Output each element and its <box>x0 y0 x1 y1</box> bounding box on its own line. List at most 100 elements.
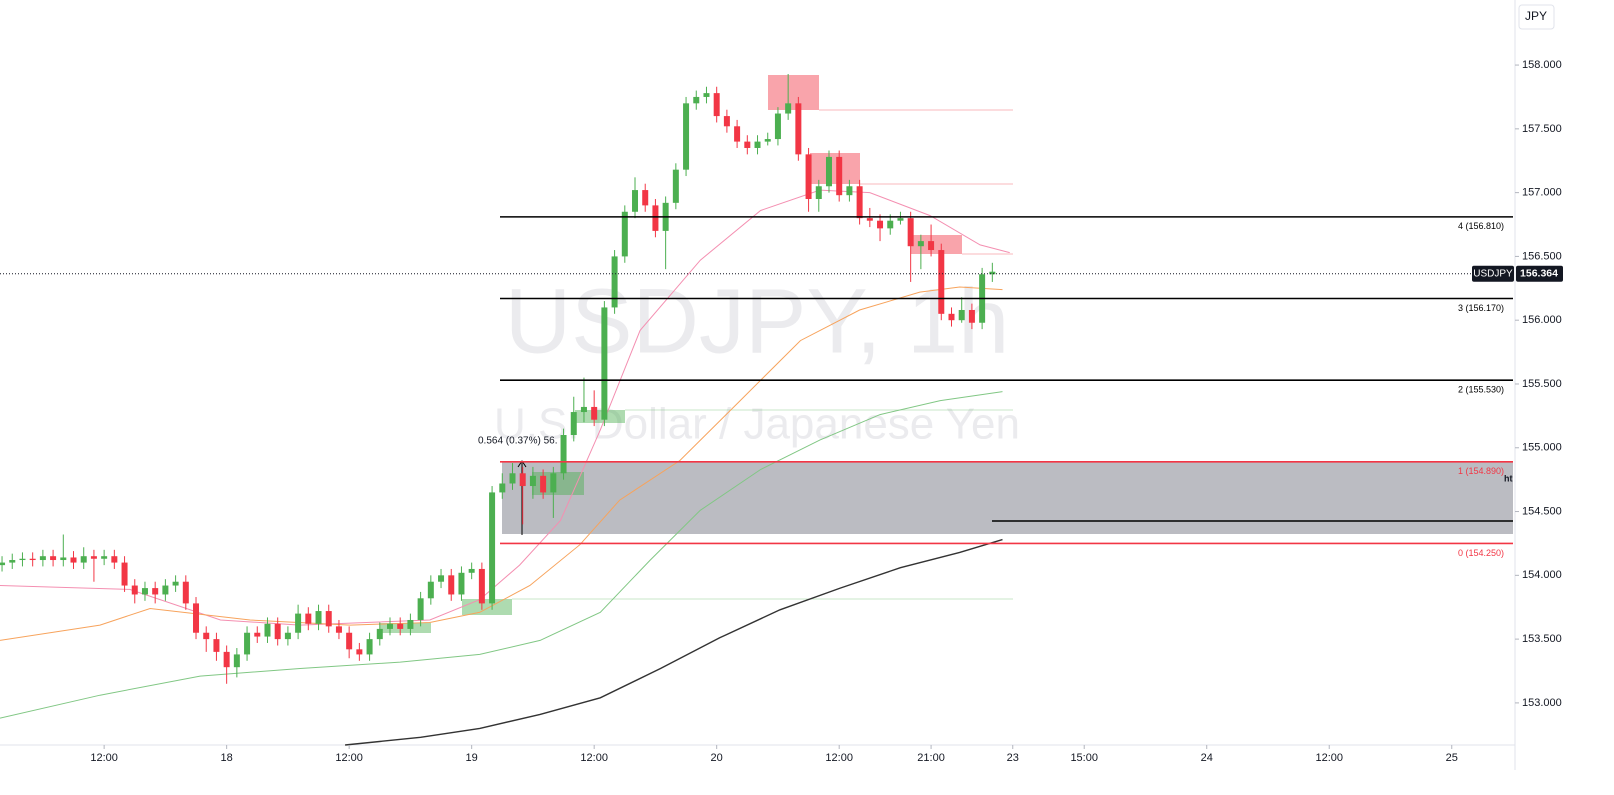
candle-body <box>805 154 812 200</box>
candle-body <box>376 628 383 640</box>
candle-body <box>989 271 996 275</box>
candle-body <box>774 113 781 140</box>
candle-body <box>448 575 455 595</box>
level-label: 4 (156.810) <box>1458 221 1504 231</box>
candle-body <box>50 556 57 561</box>
demand-box <box>532 472 584 495</box>
candle-body <box>356 649 363 655</box>
level-label: 0 (154.250) <box>1458 548 1504 558</box>
candle-body <box>203 632 210 640</box>
candle-body <box>785 103 792 114</box>
candle-body <box>968 309 975 323</box>
candle-body <box>499 483 506 493</box>
level-label: 2 (155.530) <box>1458 385 1504 395</box>
candle-body <box>611 256 618 308</box>
candle-body <box>580 406 587 413</box>
candle-body <box>540 475 547 493</box>
candle-body <box>141 588 148 595</box>
candle-body <box>152 588 159 595</box>
candle-body <box>836 156 843 196</box>
demand-box <box>462 599 512 615</box>
x-tick-label: 19 <box>466 752 478 764</box>
candle-body <box>672 169 679 203</box>
x-tick-label: 15:00 <box>1070 752 1098 764</box>
candle-body <box>907 218 914 247</box>
currency-box[interactable] <box>1518 4 1555 30</box>
candle-body <box>90 556 97 559</box>
candle-body <box>162 585 169 595</box>
currency[interactable]: JPY <box>1525 9 1547 23</box>
watermark-title: USDJPY, 1h <box>505 270 1010 372</box>
x-tick-label: 12:00 <box>1315 752 1343 764</box>
candle-body <box>723 116 730 127</box>
price-label: 156.364 <box>1520 268 1558 280</box>
candle-body <box>427 581 434 599</box>
candle-body <box>407 619 414 629</box>
y-tick-label: 158.000 <box>1522 59 1562 71</box>
measure-label: 0.564 (0.37%) 56. <box>478 436 558 447</box>
candle-body <box>233 654 240 668</box>
candle-body <box>19 558 26 561</box>
candle-body <box>917 241 924 247</box>
candle-body <box>703 93 710 97</box>
candle-body <box>80 556 87 563</box>
candle-body <box>897 218 904 221</box>
candle-body <box>478 568 485 604</box>
candle-body <box>529 475 536 487</box>
candle-body <box>754 141 761 148</box>
candle-body <box>223 651 230 668</box>
candle-body <box>315 611 322 624</box>
supply-box <box>810 153 860 184</box>
y-tick-label: 154.500 <box>1522 505 1562 517</box>
level-label: 3 (156.170) <box>1458 303 1504 313</box>
cut-label: ht <box>1504 473 1513 483</box>
candle-body <box>9 560 16 563</box>
candle-body <box>264 623 271 637</box>
candle-body <box>744 141 751 148</box>
symbol-label: USDJPY <box>1473 268 1513 279</box>
candle-body <box>458 572 465 595</box>
candle-body <box>284 632 291 640</box>
candle-body <box>325 611 332 627</box>
candle-body <box>877 220 884 229</box>
candle-body <box>213 639 220 652</box>
candle-body <box>734 126 741 142</box>
candle-body <box>366 639 373 655</box>
candle-body <box>570 412 577 436</box>
candle-body <box>489 492 496 604</box>
candle-body <box>621 211 628 257</box>
candle-body <box>591 406 598 420</box>
candle-body <box>182 581 189 604</box>
candle-body <box>295 613 302 633</box>
candle-body <box>713 93 720 117</box>
candle-body <box>305 613 312 624</box>
x-tick-label: 12:00 <box>335 752 363 764</box>
candle-body <box>519 473 526 487</box>
moving-average <box>345 538 1003 746</box>
supply-box <box>911 235 962 254</box>
candle-body <box>815 186 822 200</box>
candle-body <box>111 556 118 563</box>
candle-body <box>29 558 36 561</box>
x-tick-label: 25 <box>1446 752 1458 764</box>
y-tick-label: 157.500 <box>1522 123 1562 135</box>
candle-body <box>560 435 567 474</box>
candle-body <box>795 103 802 155</box>
x-tick-label: 12:00 <box>825 752 853 764</box>
candle-body <box>693 96 700 104</box>
candle-body <box>346 632 353 650</box>
candle-body <box>335 626 342 633</box>
y-tick-label: 155.000 <box>1522 442 1562 454</box>
moving-average <box>0 286 1003 641</box>
symbol-tag <box>1472 265 1514 282</box>
candle-body <box>39 556 46 561</box>
candle-body <box>386 623 393 629</box>
x-tick-label: 23 <box>1007 752 1019 764</box>
y-tick-label: 155.500 <box>1522 378 1562 390</box>
moving-average <box>0 189 1010 626</box>
candle-body <box>509 473 516 484</box>
zone <box>502 462 1513 534</box>
candle-body <box>887 220 894 229</box>
candle-body <box>550 473 557 493</box>
candle-body <box>652 205 659 231</box>
